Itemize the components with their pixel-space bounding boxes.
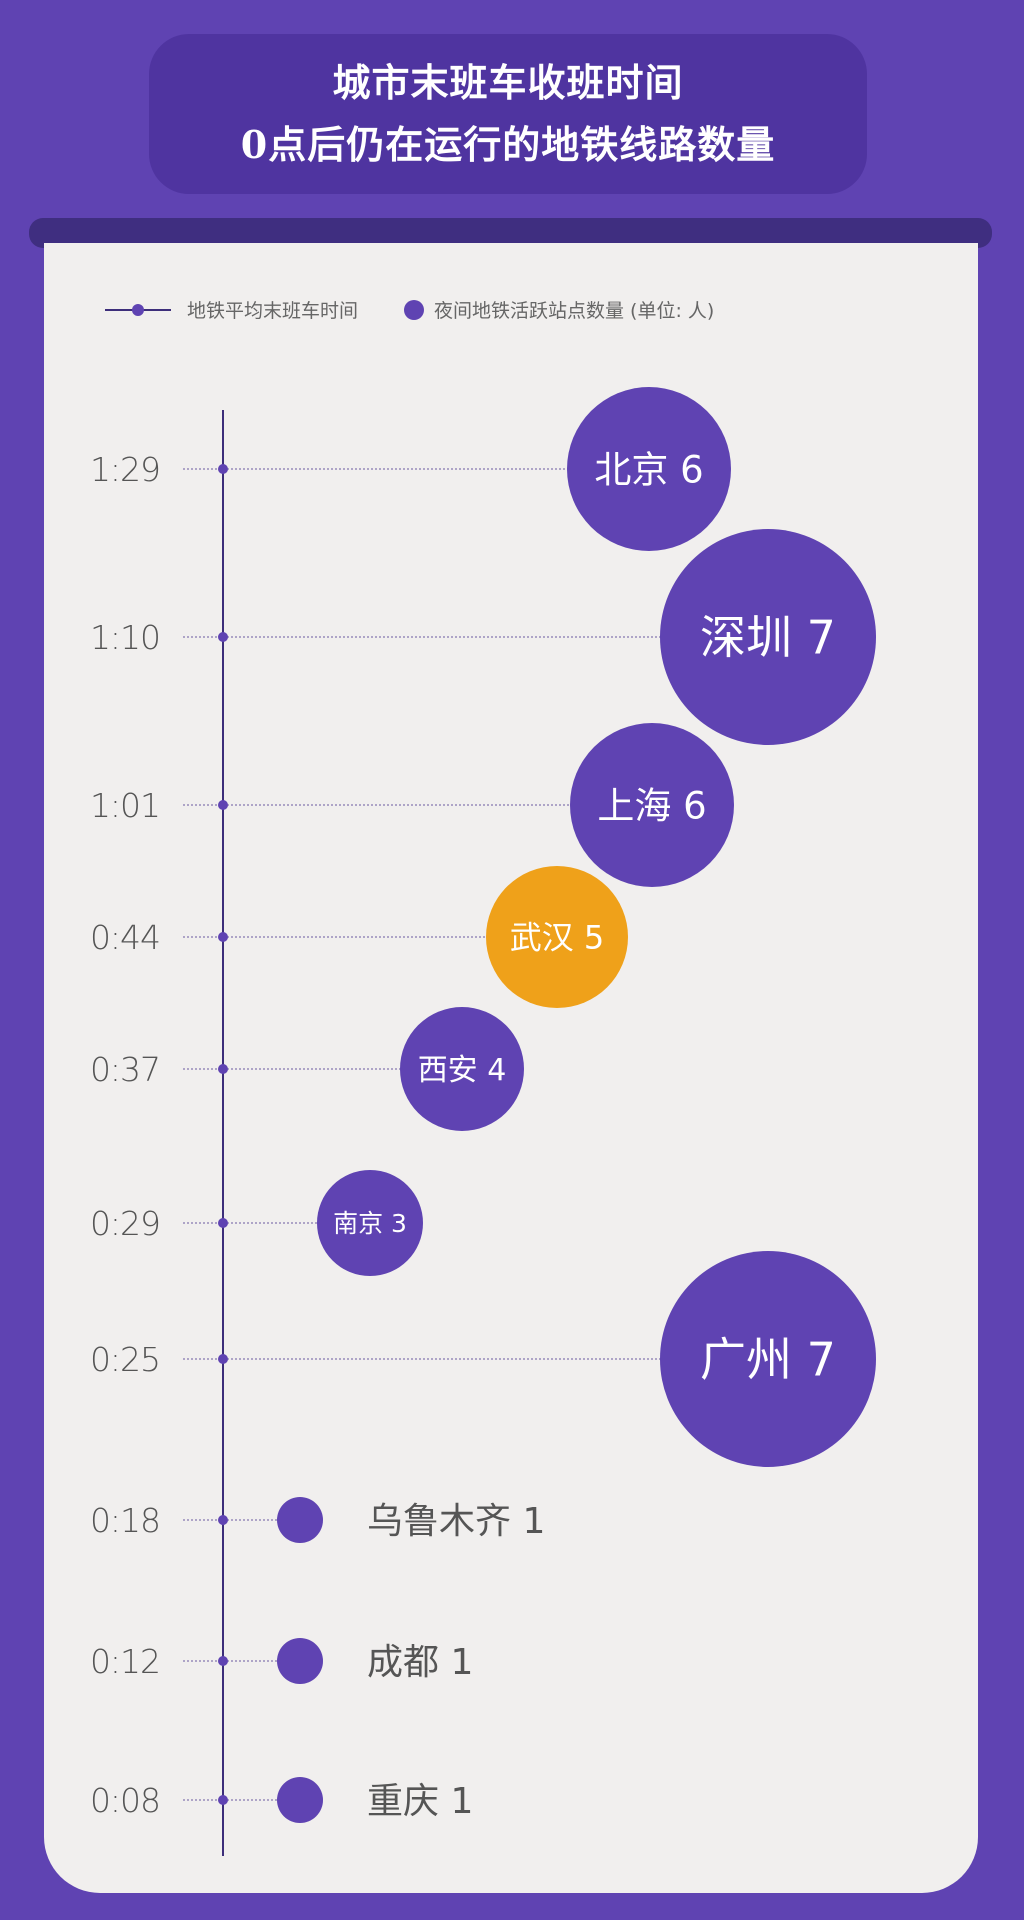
legend-line-label: 地铁平均末班车时间 <box>187 300 359 322</box>
bubble-广州 <box>660 1251 876 1467</box>
time-marker <box>218 1795 228 1805</box>
bubble-label: 上海 6 <box>597 784 706 827</box>
time-tick-label: 1:01 <box>90 786 160 825</box>
bubble-上海 <box>570 723 734 887</box>
time-marker <box>218 800 228 810</box>
bubble-西安 <box>400 1007 524 1131</box>
bubble-label: 深圳 7 <box>700 611 836 665</box>
legend-bubble-icon <box>404 299 425 320</box>
time-marker <box>218 932 228 942</box>
bubble-label: 广州 7 <box>700 1333 836 1387</box>
time-tick-label: 1:10 <box>90 618 160 657</box>
bubble-成都 <box>277 1638 323 1684</box>
time-tick-label: 1:29 <box>90 450 160 489</box>
time-marker <box>218 1656 228 1666</box>
time-marker <box>218 1218 228 1228</box>
bubble-label: 西安 4 <box>418 1053 507 1088</box>
time-marker <box>218 1064 228 1074</box>
time-tick-label: 0:37 <box>90 1050 160 1089</box>
bubble-label: 乌鲁木齐 1 <box>367 1501 545 1542</box>
bubble-label: 南京 3 <box>333 1209 407 1238</box>
time-marker <box>218 632 228 642</box>
bubble-重庆 <box>277 1777 323 1823</box>
time-tick-label: 0:44 <box>90 918 160 957</box>
bubble-label: 武汉 5 <box>510 919 605 957</box>
bubble-北京 <box>567 387 731 551</box>
time-tick-label: 0:29 <box>90 1204 160 1243</box>
time-tick-label: 0:25 <box>90 1340 160 1379</box>
bubble-label: 重庆 1 <box>367 1781 473 1822</box>
legend: 地铁平均末班车时间 夜间地铁活跃站点数量 (单位: 人) <box>105 296 714 323</box>
time-tick-label: 0:18 <box>90 1501 160 1540</box>
legend-bubble-label: 夜间地铁活跃站点数量 (单位: 人) <box>434 300 715 322</box>
bubble-深圳 <box>660 529 876 745</box>
chart-title: 城市末班车收班时间 <box>332 60 684 105</box>
time-tick-label: 0:08 <box>90 1781 160 1820</box>
bubble-乌鲁木齐 <box>277 1497 323 1543</box>
title-box: 城市末班车收班时间 0点后仍在运行的地铁线路数量 <box>149 34 867 194</box>
time-marker <box>218 464 228 474</box>
bubble-南京 <box>317 1170 423 1276</box>
time-tick-label: 0:12 <box>90 1642 160 1681</box>
bubble-label: 北京 6 <box>594 448 703 491</box>
time-marker <box>218 1515 228 1525</box>
bubble-label: 成都 1 <box>367 1642 473 1683</box>
legend-line-icon <box>105 303 171 316</box>
bubble-武汉 <box>486 866 628 1008</box>
chart-subtitle: 0点后仍在运行的地铁线路数量 <box>240 122 776 167</box>
time-marker <box>218 1354 228 1364</box>
